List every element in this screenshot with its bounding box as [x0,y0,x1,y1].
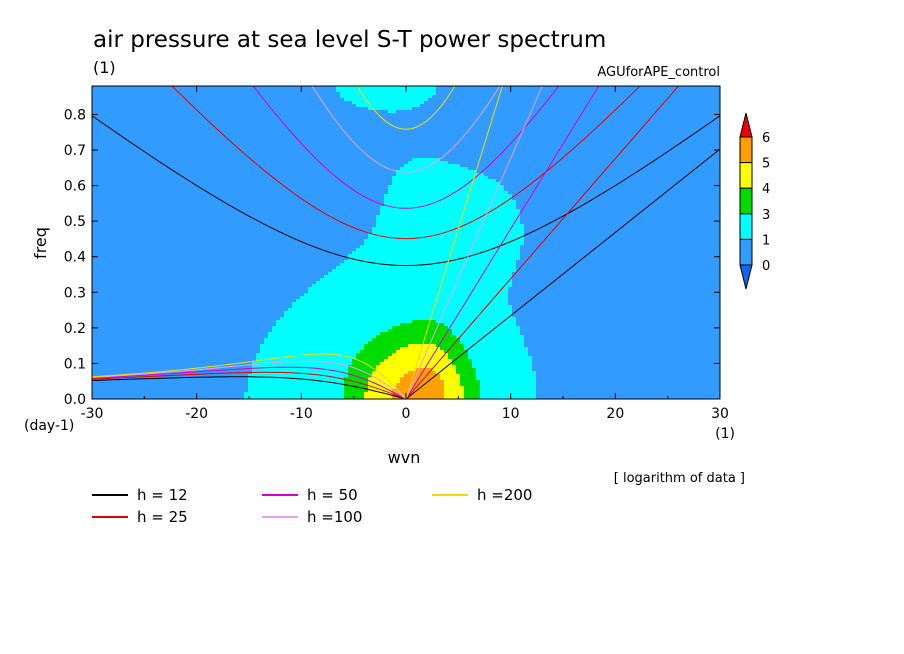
legend-label-h25: h = 25 [137,508,188,526]
dispersion-curve-h50 [92,86,600,399]
y-tick-label: 0.1 [64,356,86,372]
x-tick-label: -20 [185,406,208,422]
rossby-wave-curve [92,371,407,399]
kelvin-wave-line [405,148,720,399]
gravity-wave-curve [356,86,456,130]
units-label: (1) [93,58,116,77]
kelvin-wave-line [405,86,543,399]
legend-label-h12: h = 12 [137,486,188,504]
x-tick-label: -10 [290,406,313,422]
colorbar-label: 0 [762,259,770,274]
rossby-wave-curve [92,366,407,399]
x-tick-label: 20 [606,406,624,422]
gravity-wave-curve [92,115,720,266]
y-tick-label: 0.8 [64,107,86,123]
legend-label-h200: h =200 [477,486,532,504]
rossby-wave-curve [92,360,407,399]
x-tick-label: 30 [711,406,729,422]
x-axis-label: wvn [388,448,421,467]
y-tick-label: 0.0 [64,392,86,408]
y-tick-label: 0.6 [64,179,86,195]
colorbar: 0 1 3 4 5 6 [739,112,770,290]
dispersion-curve-h25 [92,86,680,399]
gravity-wave-curve [252,86,560,209]
colorbar-bottom-triangle [739,264,753,290]
dispersion-curve-h12 [92,115,720,399]
curve-legend: h = 12 h = 25 h = 50 h =100 h =200 [92,486,532,526]
dispersion-curve-h200 [92,86,503,399]
x-axis-unit: (1) [715,426,735,442]
y-tick-label: 0.4 [64,250,86,266]
y-tick-label: 0.5 [64,214,86,230]
rossby-wave-curve [92,353,407,399]
rossby-wave-curve [92,376,407,399]
x-tick-label: -30 [81,406,104,422]
gravity-wave-curve [311,86,501,173]
y-axis-unit: (day-1) [24,418,74,434]
dispersion-curve-h100 [92,86,543,399]
y-axis-label: freq [31,227,50,259]
y-axis-ticks: 0.0 0.1 0.2 0.3 0.4 0.5 0.6 0.7 0.8 [64,107,720,408]
kelvin-wave-line [405,86,680,399]
colorbar-label: 1 [762,233,770,248]
x-tick-label: 0 [402,406,411,422]
power-spectrum-field [92,86,720,399]
kelvin-wave-line [405,86,503,399]
x-tick-label: 10 [502,406,520,422]
colorbar-box [739,136,753,164]
chart-title: air pressure at sea level S-T power spec… [93,27,606,53]
y-tick-label: 0.2 [64,321,86,337]
colorbar-label: 5 [762,157,770,172]
colorbar-box [739,213,753,240]
dispersion-curves [92,86,720,399]
data-note: [ logarithm of data ] [614,471,745,486]
colorbar-box [739,187,753,215]
colorbar-label: 3 [762,208,770,223]
colorbar-label: 4 [762,182,770,197]
colorbar-box [739,238,753,266]
colorbar-label: 6 [762,131,770,146]
colorbar-top-triangle [739,112,753,138]
x-axis-ticks: -30 -20 -10 0 10 20 30 [81,86,729,422]
y-tick-label: 0.7 [64,143,86,159]
colorbar-box [739,162,753,189]
kelvin-wave-line [405,86,600,399]
y-tick-label: 0.3 [64,285,86,301]
experiment-label: AGUforAPE_control [597,65,720,80]
legend-label-h50: h = 50 [307,486,358,504]
legend-label-h100: h =100 [307,508,362,526]
gravity-wave-curve [171,86,641,240]
